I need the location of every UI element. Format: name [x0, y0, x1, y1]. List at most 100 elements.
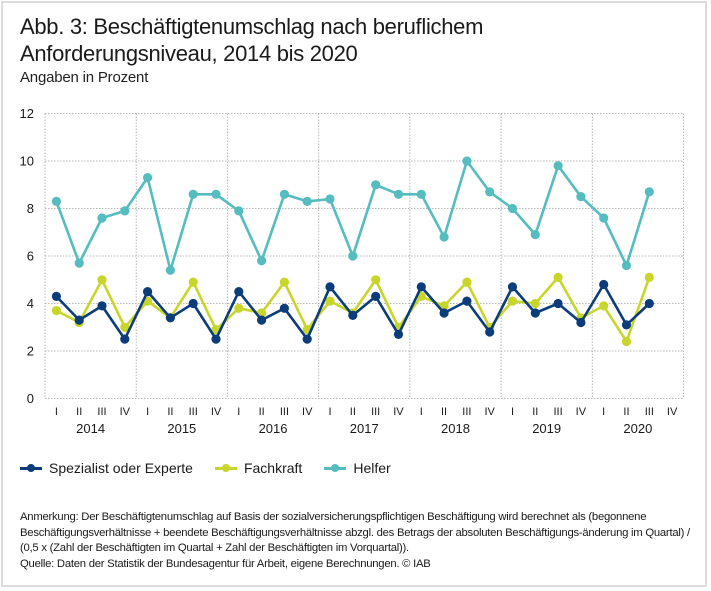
- x-tick-quarter: IV: [302, 406, 313, 418]
- x-tick-year: 2020: [623, 421, 652, 436]
- data-point: [325, 194, 335, 204]
- data-point: [165, 265, 175, 275]
- series-group: [51, 156, 654, 347]
- x-tick-quarter: III: [645, 406, 654, 418]
- data-point: [621, 336, 632, 347]
- data-point: [439, 308, 449, 318]
- data-point: [188, 298, 198, 309]
- legend-marker-spezialist: [20, 463, 42, 473]
- x-tick-quarter: III: [371, 406, 380, 418]
- data-point: [599, 213, 609, 223]
- legend: Spezialist oder Experte Fachkraft Helfer: [20, 457, 413, 479]
- x-tick-year: 2015: [167, 421, 196, 436]
- x-tick-quarter: I: [420, 406, 423, 418]
- chart-subtitle: Angaben in Prozent: [20, 69, 149, 86]
- grid: [44, 113, 684, 399]
- legend-marker-helfer: [324, 463, 347, 473]
- x-tick-quarter: II: [259, 406, 265, 418]
- data-point: [371, 291, 381, 301]
- data-point: [644, 298, 654, 309]
- legend-item-fachkraft[interactable]: Fachkraft: [214, 460, 302, 476]
- data-point: [165, 313, 175, 323]
- data-point: [393, 189, 404, 199]
- data-point: [576, 317, 586, 328]
- data-point: [257, 315, 267, 325]
- x-tick-quarter: IV: [211, 406, 222, 418]
- x-tick-quarter: IV: [667, 406, 678, 418]
- x-tick-quarter: IV: [393, 406, 404, 418]
- data-point: [530, 298, 540, 309]
- data-point: [279, 189, 289, 199]
- x-tick-quarter: I: [511, 406, 514, 418]
- data-point: [485, 187, 495, 197]
- chart-title: Abb. 3: Beschäftigtenumschlag nach beruf…: [20, 14, 484, 66]
- data-point: [325, 296, 335, 306]
- x-tick-year: 2018: [441, 421, 470, 436]
- data-point: [97, 213, 107, 223]
- footnote: Anmerkung: Der Beschäftigtenumschlag auf…: [20, 511, 690, 554]
- data-point: [416, 189, 426, 199]
- data-point: [416, 282, 426, 292]
- data-point: [97, 301, 107, 311]
- data-point: [507, 203, 518, 214]
- data-point: [302, 334, 312, 344]
- series-spezialist-oder-experte: [51, 279, 654, 344]
- x-tick-quarter: III: [97, 406, 106, 418]
- data-point: [599, 279, 609, 290]
- y-tick-label: 2: [27, 344, 34, 359]
- data-point: [279, 277, 289, 287]
- x-tick-quarter: II: [441, 406, 447, 418]
- data-point: [462, 156, 472, 166]
- data-point: [120, 322, 130, 332]
- data-point: [439, 232, 449, 242]
- data-point: [599, 301, 609, 311]
- x-axis-ticks: I II III IV I II III IV I II III IV I II III IV I II III IV…: [55, 406, 678, 436]
- data-point: [120, 206, 130, 216]
- x-tick-quarter: I: [237, 406, 240, 418]
- data-point: [51, 306, 62, 316]
- x-tick-quarter: II: [532, 406, 538, 418]
- data-point: [507, 296, 518, 306]
- data-point: [97, 275, 107, 285]
- data-point: [393, 329, 404, 339]
- x-tick-quarter: I: [146, 406, 149, 418]
- legend-dot: [27, 464, 35, 472]
- data-point: [234, 303, 244, 313]
- data-point: [257, 256, 267, 266]
- data-point: [348, 251, 358, 261]
- data-point: [576, 192, 586, 202]
- data-point: [507, 282, 518, 292]
- series-helfer: [51, 156, 654, 275]
- legend-dot: [221, 464, 230, 472]
- data-point: [234, 287, 244, 297]
- legend-label: Helfer: [353, 460, 391, 476]
- y-tick-label: 8: [27, 201, 34, 216]
- data-point: [74, 315, 84, 325]
- series-fachkraft: [51, 272, 654, 347]
- data-point: [51, 196, 62, 206]
- data-point: [120, 334, 130, 344]
- data-point: [553, 298, 563, 309]
- data-point: [188, 277, 198, 287]
- data-point: [302, 196, 312, 206]
- x-tick-quarter: II: [350, 406, 356, 418]
- data-point: [143, 287, 153, 297]
- data-point: [621, 320, 632, 330]
- x-tick-quarter: III: [280, 406, 289, 418]
- data-point: [553, 161, 563, 171]
- data-point: [462, 296, 472, 306]
- data-point: [621, 260, 632, 271]
- data-point: [188, 189, 198, 199]
- data-point: [371, 180, 381, 190]
- x-tick-year: 2019: [532, 421, 561, 436]
- legend-item-helfer[interactable]: Helfer: [324, 460, 391, 476]
- x-tick-quarter: I: [602, 406, 605, 418]
- x-tick-year: 2014: [76, 421, 105, 436]
- legend-item-spezialist[interactable]: Spezialist oder Experte: [20, 460, 193, 476]
- x-tick-quarter: IV: [484, 406, 495, 418]
- x-tick-quarter: II: [76, 406, 82, 418]
- y-axis-ticks: 0 2 4 6 8 10 12: [20, 106, 34, 406]
- x-tick-quarter: I: [55, 406, 58, 418]
